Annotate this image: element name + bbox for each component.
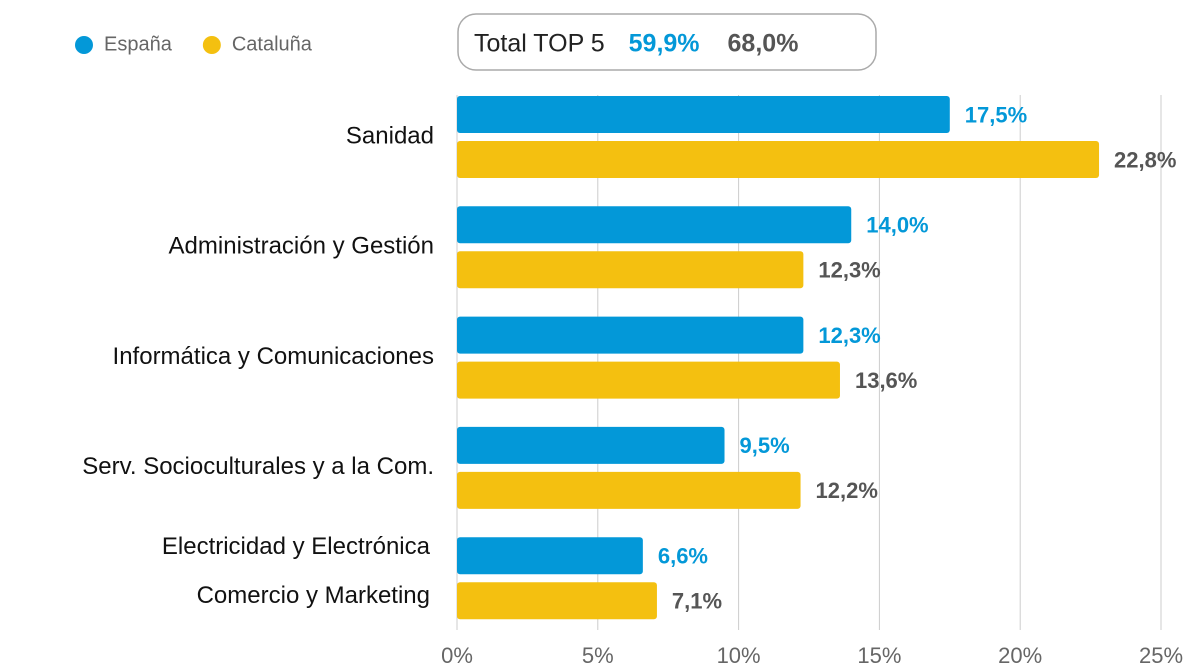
value-label: 12,3% — [818, 258, 880, 283]
bar — [457, 361, 840, 399]
legend-label: Cataluña — [232, 33, 313, 55]
total-value: 59,9% — [629, 30, 700, 58]
y-tick-label: Serv. Socioculturales y a la Com. — [82, 453, 434, 480]
value-label: 6,6% — [658, 544, 708, 569]
bar — [457, 582, 657, 620]
bar — [457, 206, 852, 244]
x-tick-label: 25% — [1139, 643, 1183, 668]
value-label: 12,2% — [816, 478, 878, 503]
y-tick-label: Comercio y Marketing — [197, 582, 430, 609]
legend-label: España — [104, 33, 173, 55]
legend-marker — [202, 36, 221, 54]
x-tick-label: 5% — [582, 643, 614, 668]
y-tick-label: Sanidad — [346, 122, 434, 149]
x-tick-label: 20% — [998, 643, 1042, 668]
total-value: 68,0% — [728, 30, 799, 58]
value-label: 13,6% — [855, 368, 917, 393]
bar — [457, 251, 804, 289]
bar — [457, 316, 804, 354]
bar — [457, 537, 643, 575]
total-label: Total TOP 5 — [474, 30, 605, 58]
x-tick-label: 15% — [857, 643, 901, 668]
x-tick-label: 10% — [717, 643, 761, 668]
value-label: 9,5% — [740, 433, 790, 458]
legend-marker — [75, 36, 93, 54]
bar — [457, 426, 725, 464]
total-box — [457, 13, 877, 71]
value-label: 14,0% — [866, 213, 928, 238]
bar — [457, 471, 801, 509]
bar — [457, 141, 1100, 178]
value-label: 7,1% — [672, 589, 722, 614]
y-tick-label: Informática y Comunicaciones — [113, 343, 434, 370]
x-tick-label: 0% — [441, 643, 473, 668]
value-label: 22,8% — [1114, 147, 1176, 172]
bar — [457, 96, 950, 133]
value-label: 12,3% — [818, 323, 880, 348]
y-tick-label: Electricidad y Electrónica — [162, 533, 431, 560]
value-label: 17,5% — [965, 102, 1027, 127]
y-tick-label: Administración y Gestión — [169, 233, 434, 260]
